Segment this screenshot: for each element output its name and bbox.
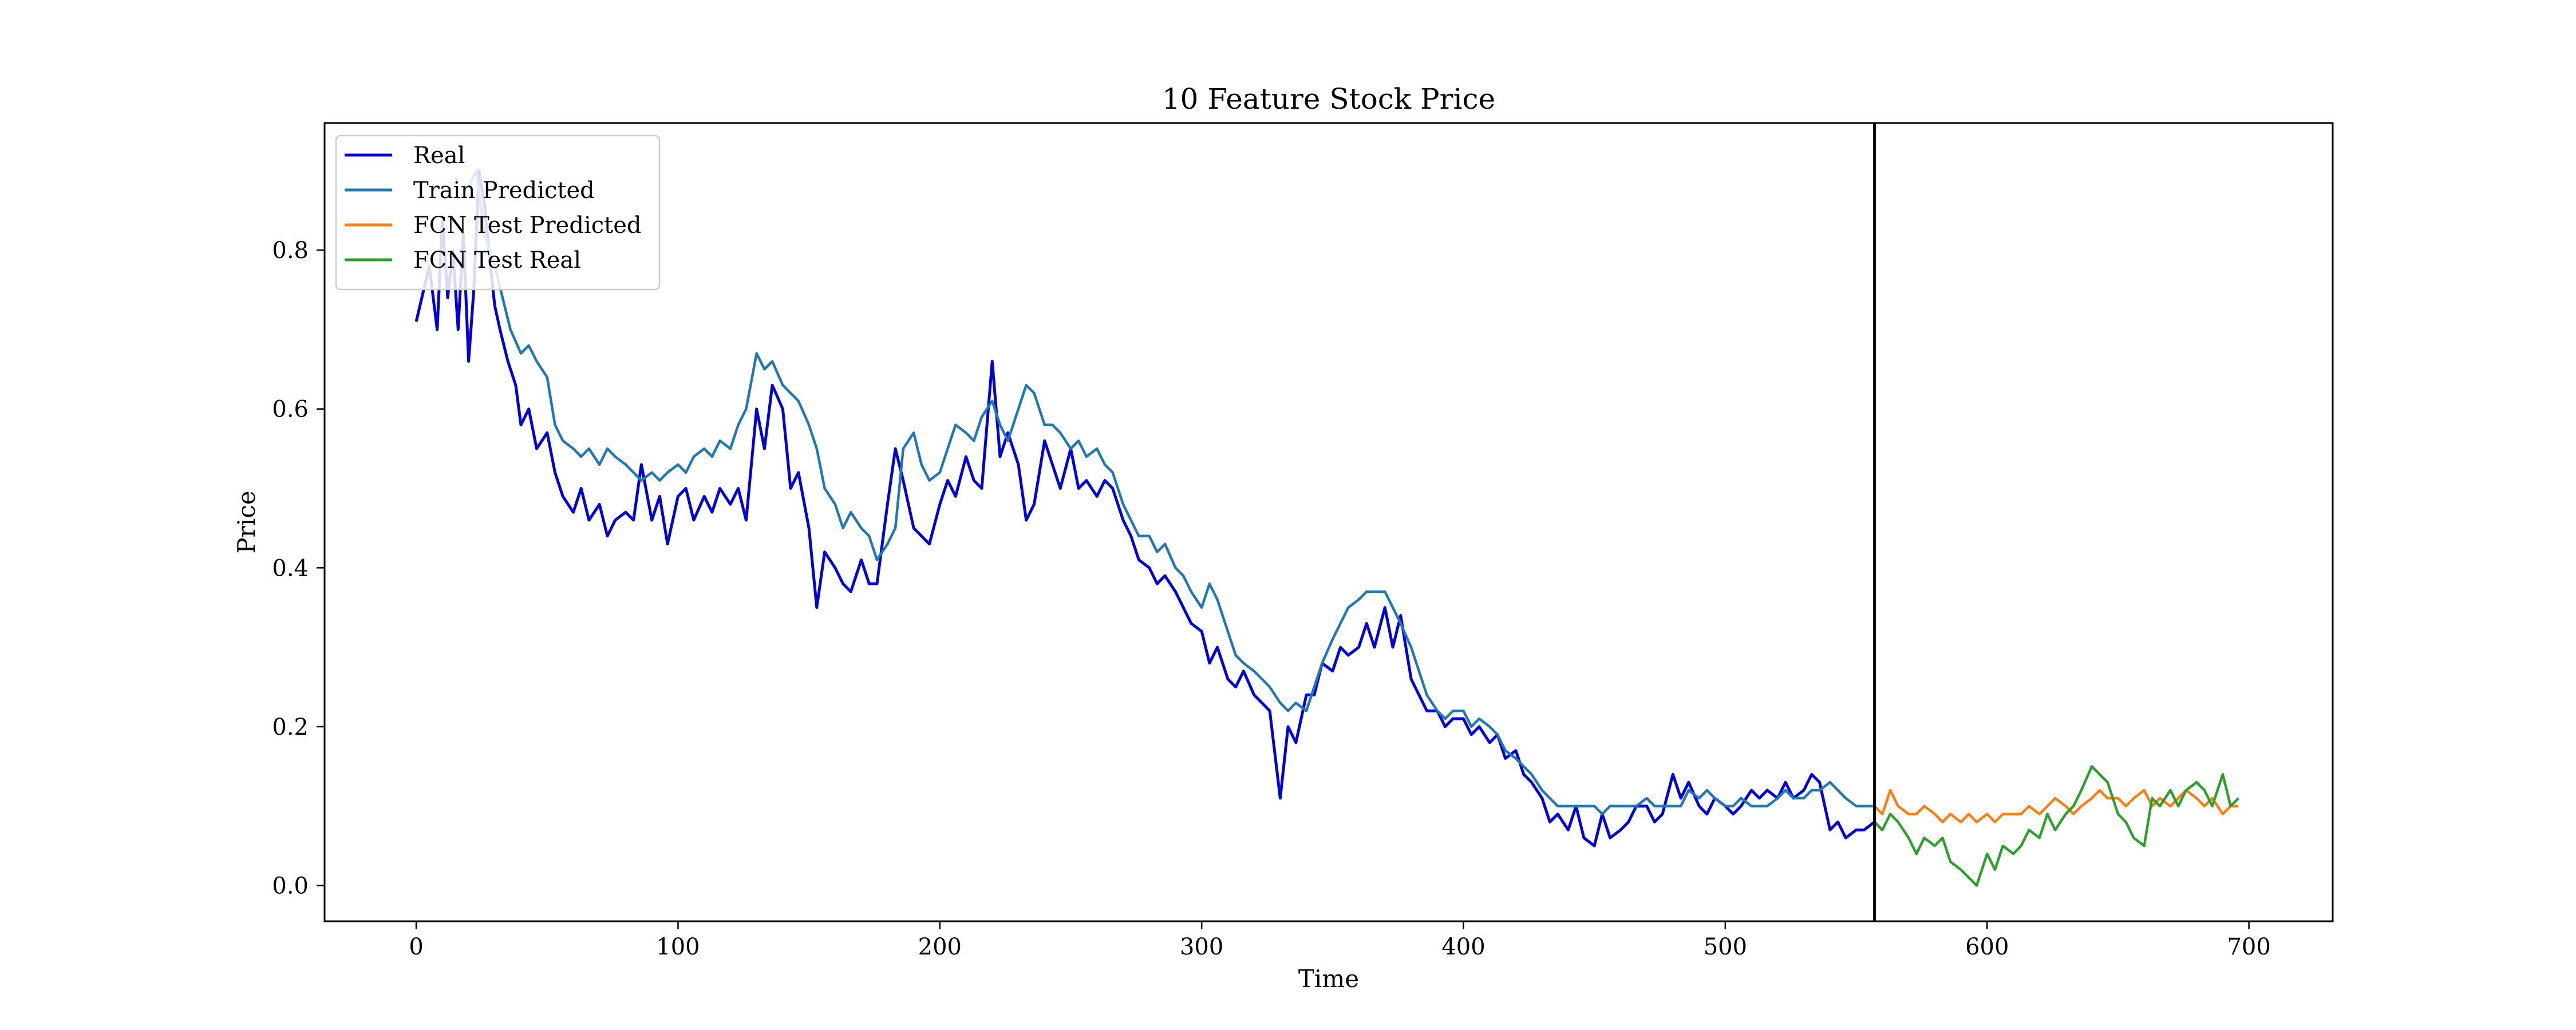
x-axis-label: Time [1298, 965, 1359, 993]
legend: Real Train Predicted FCN Test Predicted FCN… [335, 134, 661, 291]
x-tick-label: 700 [2227, 934, 2270, 960]
x-axis: 0 100 200 300 400 500 600 700 [409, 921, 2271, 960]
legend-label: Real [413, 142, 465, 169]
plot-area [323, 122, 2334, 922]
y-tick-label: 0.2 [272, 714, 309, 740]
series-line-3 [1873, 789, 2239, 823]
y-axis: 0.0 0.2 0.4 0.6 0.8 [272, 237, 325, 900]
y-tick-label: 0.4 [272, 555, 309, 581]
legend-box [335, 134, 661, 291]
y-tick-label: 0.0 [272, 873, 309, 900]
chart-title: 10 Feature Stock Price [1162, 82, 1495, 116]
plot-frame [323, 122, 2334, 922]
x-tick-label: 300 [1180, 934, 1223, 960]
series-line-4 [1873, 765, 2239, 887]
legend-label: Train Predicted [413, 177, 595, 204]
series-layer [414, 169, 2239, 887]
x-tick-label: 100 [656, 934, 700, 960]
y-tick-label: 0.8 [272, 237, 309, 264]
series-line-2 [467, 169, 1875, 815]
x-tick-label: 500 [1704, 934, 1747, 960]
y-tick-label: 0.6 [272, 397, 309, 423]
x-tick-label: 0 [409, 934, 423, 960]
x-tick-label: 200 [918, 934, 962, 960]
x-tick-label: 600 [1965, 934, 2009, 960]
y-axis-label: Price [232, 490, 260, 553]
series-line-1 [414, 169, 1876, 847]
x-tick-label: 400 [1441, 934, 1485, 960]
legend-label: FCN Test Predicted [413, 212, 642, 239]
legend-label: FCN Test Real [413, 247, 581, 274]
